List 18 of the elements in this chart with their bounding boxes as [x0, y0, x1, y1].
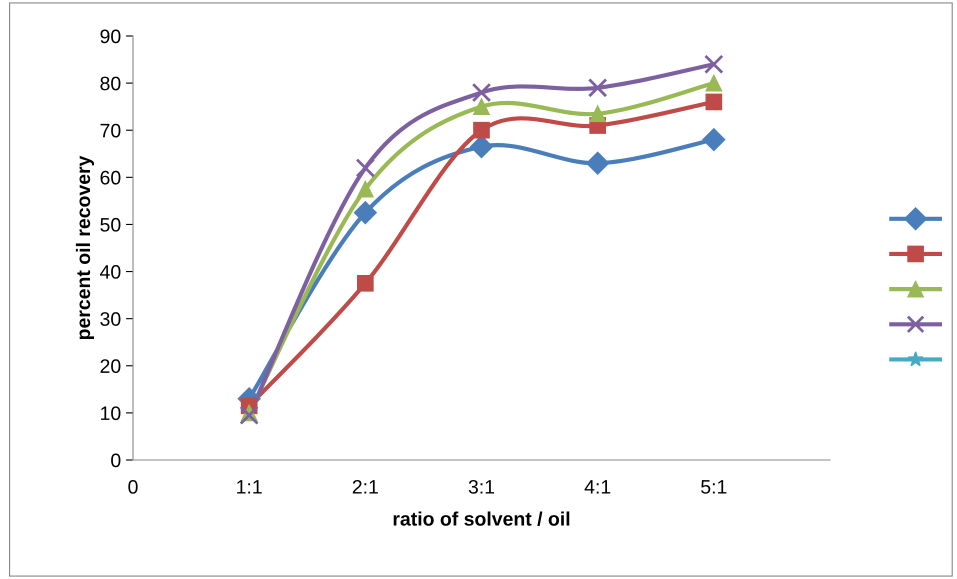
y-tick-label: 10 — [101, 406, 120, 420]
x-tick-label: 4:1 — [584, 480, 610, 494]
x-tick-label: 1:1 — [237, 480, 262, 494]
y-tick-label: 0 — [111, 453, 120, 468]
y-tick-label: 50 — [100, 218, 120, 232]
y-tick-label: 80 — [100, 76, 120, 90]
x-tick-label: 5:1 — [701, 480, 726, 494]
y-tick-label: 70 — [100, 124, 120, 138]
y-tick-label: 90 — [100, 29, 120, 44]
y-axis-title: percent oil recovery — [76, 156, 94, 340]
x-tick-label: 0 — [128, 480, 138, 494]
x-tick-label: 2:1 — [352, 480, 378, 494]
y-tick-label: 30 — [100, 312, 120, 326]
y-tick-label: 20 — [100, 359, 120, 374]
y-tick-label: 40 — [100, 265, 120, 279]
x-axis-title: ratio of solvent / oil — [394, 511, 570, 526]
x-tick-label: 3:1 — [468, 480, 494, 494]
y-tick-label: 60 — [100, 170, 120, 185]
